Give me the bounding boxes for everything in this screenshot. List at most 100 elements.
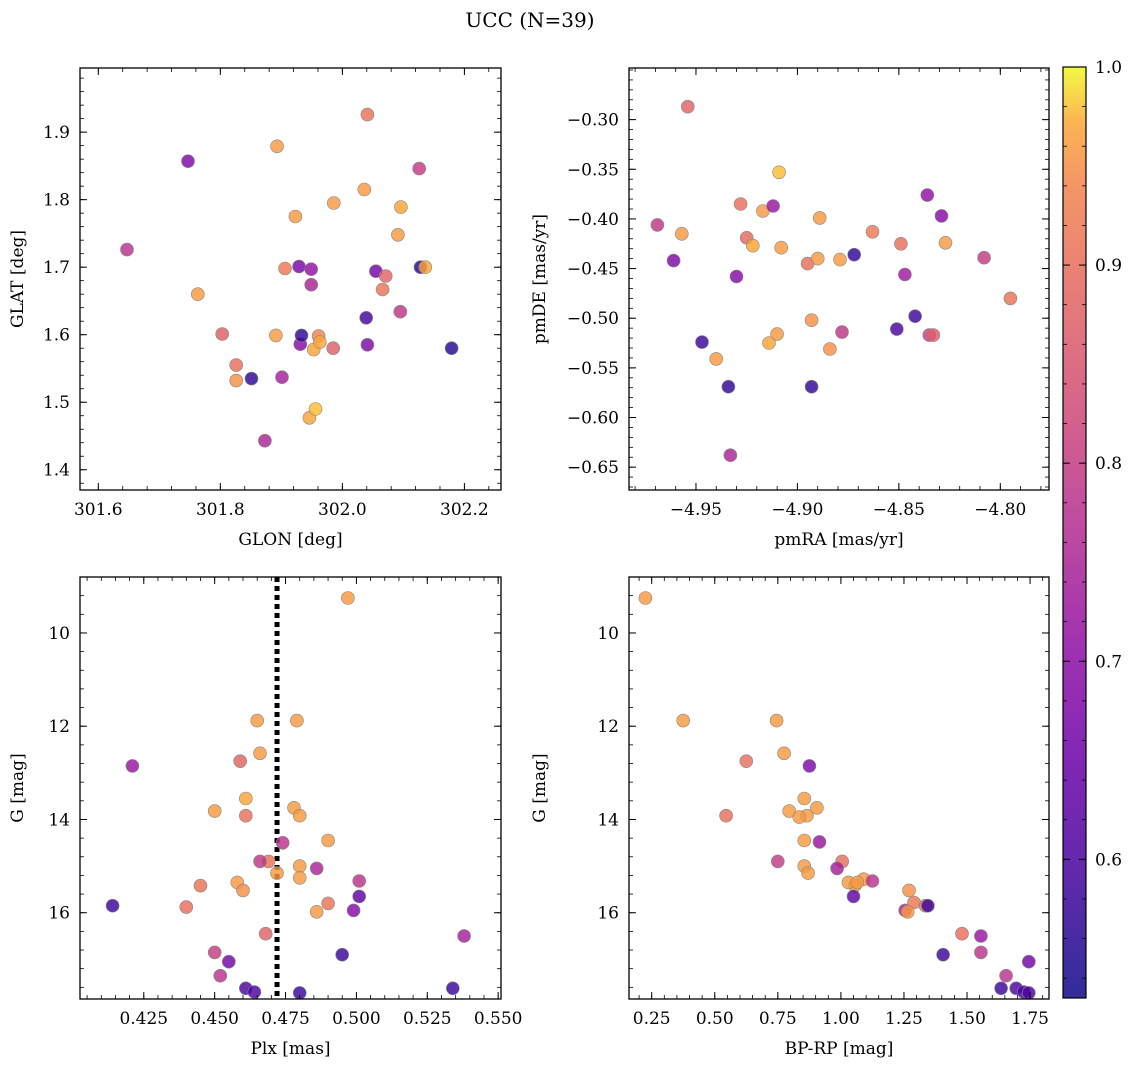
y-tick-label: −0.50 xyxy=(567,309,619,329)
data-point xyxy=(1022,954,1036,969)
data-point xyxy=(865,874,880,888)
data-point xyxy=(207,945,222,960)
data-point xyxy=(797,791,812,806)
data-point xyxy=(974,929,988,943)
data-point xyxy=(359,310,374,325)
y-tick-label: 16 xyxy=(597,904,619,924)
scatter-points xyxy=(650,99,1018,463)
data-point xyxy=(769,713,784,728)
data-point xyxy=(797,833,812,848)
data-point xyxy=(294,328,309,343)
data-point xyxy=(865,225,880,239)
data-point xyxy=(902,883,916,898)
data-point xyxy=(994,981,1008,996)
data-point xyxy=(908,309,922,324)
data-point xyxy=(938,236,953,250)
data-point xyxy=(762,336,776,350)
x-tick-label: 0.500 xyxy=(332,1009,381,1029)
data-point xyxy=(802,759,817,773)
data-point xyxy=(812,211,827,225)
data-point xyxy=(346,903,361,918)
data-point xyxy=(275,370,289,385)
data-point xyxy=(638,591,653,605)
data-point xyxy=(810,251,825,266)
data-point xyxy=(974,945,988,960)
x-axis-label: BP-RP [mag] xyxy=(785,1039,894,1059)
data-point xyxy=(352,889,367,904)
colorbar-tick-label: 0.7 xyxy=(1095,652,1122,672)
data-point xyxy=(889,322,904,336)
data-point xyxy=(321,896,335,911)
x-tick-label: −4.85 xyxy=(873,500,925,520)
x-tick-label: 0.50 xyxy=(696,1009,734,1029)
x-axis-label: GLON [deg] xyxy=(238,530,342,550)
data-point xyxy=(810,800,824,815)
x-tick-label: 0.25 xyxy=(633,1009,671,1029)
data-point xyxy=(721,379,736,394)
data-point xyxy=(308,402,323,416)
data-point xyxy=(125,759,140,773)
colorbar-tick-label: 0.9 xyxy=(1095,256,1122,276)
data-point xyxy=(258,926,273,941)
data-point xyxy=(275,835,290,850)
x-tick-label: 0.75 xyxy=(759,1009,797,1029)
data-point xyxy=(833,252,847,267)
y-tick-label: 1.7 xyxy=(43,258,70,278)
data-point xyxy=(1003,291,1018,306)
data-point xyxy=(278,261,292,276)
data-point xyxy=(770,327,784,341)
data-point xyxy=(312,335,327,349)
data-point xyxy=(921,898,935,913)
data-point xyxy=(733,197,748,211)
y-tick-label: −0.35 xyxy=(567,160,619,180)
y-tick-label: 12 xyxy=(48,717,70,737)
data-point xyxy=(804,313,819,328)
data-point xyxy=(321,833,335,848)
x-tick-label: 1.50 xyxy=(948,1009,986,1029)
glon-glat-panel: 301.6 301.8 302.0 302.2 1.4 1.5 1.6 1.7 1.8 1.9 GL… xyxy=(8,67,502,550)
data-point xyxy=(709,352,724,366)
x-tick-label: 0.475 xyxy=(261,1009,310,1029)
colorbar-gradient xyxy=(1062,66,1087,999)
data-point xyxy=(999,968,1013,983)
data-point xyxy=(739,754,754,769)
data-point xyxy=(977,250,991,265)
data-point xyxy=(229,373,243,388)
data-point xyxy=(292,859,307,873)
data-point xyxy=(830,861,844,876)
x-tick-label: 1.00 xyxy=(822,1009,860,1029)
y-axis-label: G [mag] xyxy=(8,753,28,822)
y-tick-label: 1.8 xyxy=(43,191,70,211)
data-point xyxy=(920,188,935,202)
data-point xyxy=(729,269,744,284)
data-point xyxy=(181,154,195,168)
data-point xyxy=(357,182,372,197)
data-point xyxy=(292,259,306,274)
figure-suptitle: UCC (N=39) xyxy=(465,8,594,32)
data-point xyxy=(292,986,307,999)
data-point xyxy=(777,746,791,761)
y-tick-label: −0.30 xyxy=(567,111,619,131)
data-point xyxy=(360,107,375,122)
data-point xyxy=(680,99,695,114)
x-tick-label: 0.425 xyxy=(119,1009,168,1029)
y-tick-label: 1.5 xyxy=(43,393,70,413)
axes-frame xyxy=(79,67,502,491)
data-point xyxy=(239,808,253,823)
data-point xyxy=(335,947,350,962)
plx-g-panel: 0.425 0.450 0.475 0.500 0.525 0.550 10 12 14 16 Pl… xyxy=(8,576,523,1059)
data-point xyxy=(193,878,208,893)
data-point xyxy=(292,870,307,885)
data-point xyxy=(445,981,460,996)
data-point xyxy=(120,242,134,257)
data-point xyxy=(326,196,341,210)
data-point xyxy=(835,325,849,339)
colorbar-tick-label: 1.0 xyxy=(1095,58,1122,78)
y-tick-label: −0.55 xyxy=(567,359,619,379)
data-point xyxy=(393,304,408,319)
y-tick-label: −0.45 xyxy=(567,260,619,280)
y-tick-label: 16 xyxy=(48,904,70,924)
data-point xyxy=(650,218,665,232)
y-axis-label: GLAT [deg] xyxy=(8,230,28,328)
